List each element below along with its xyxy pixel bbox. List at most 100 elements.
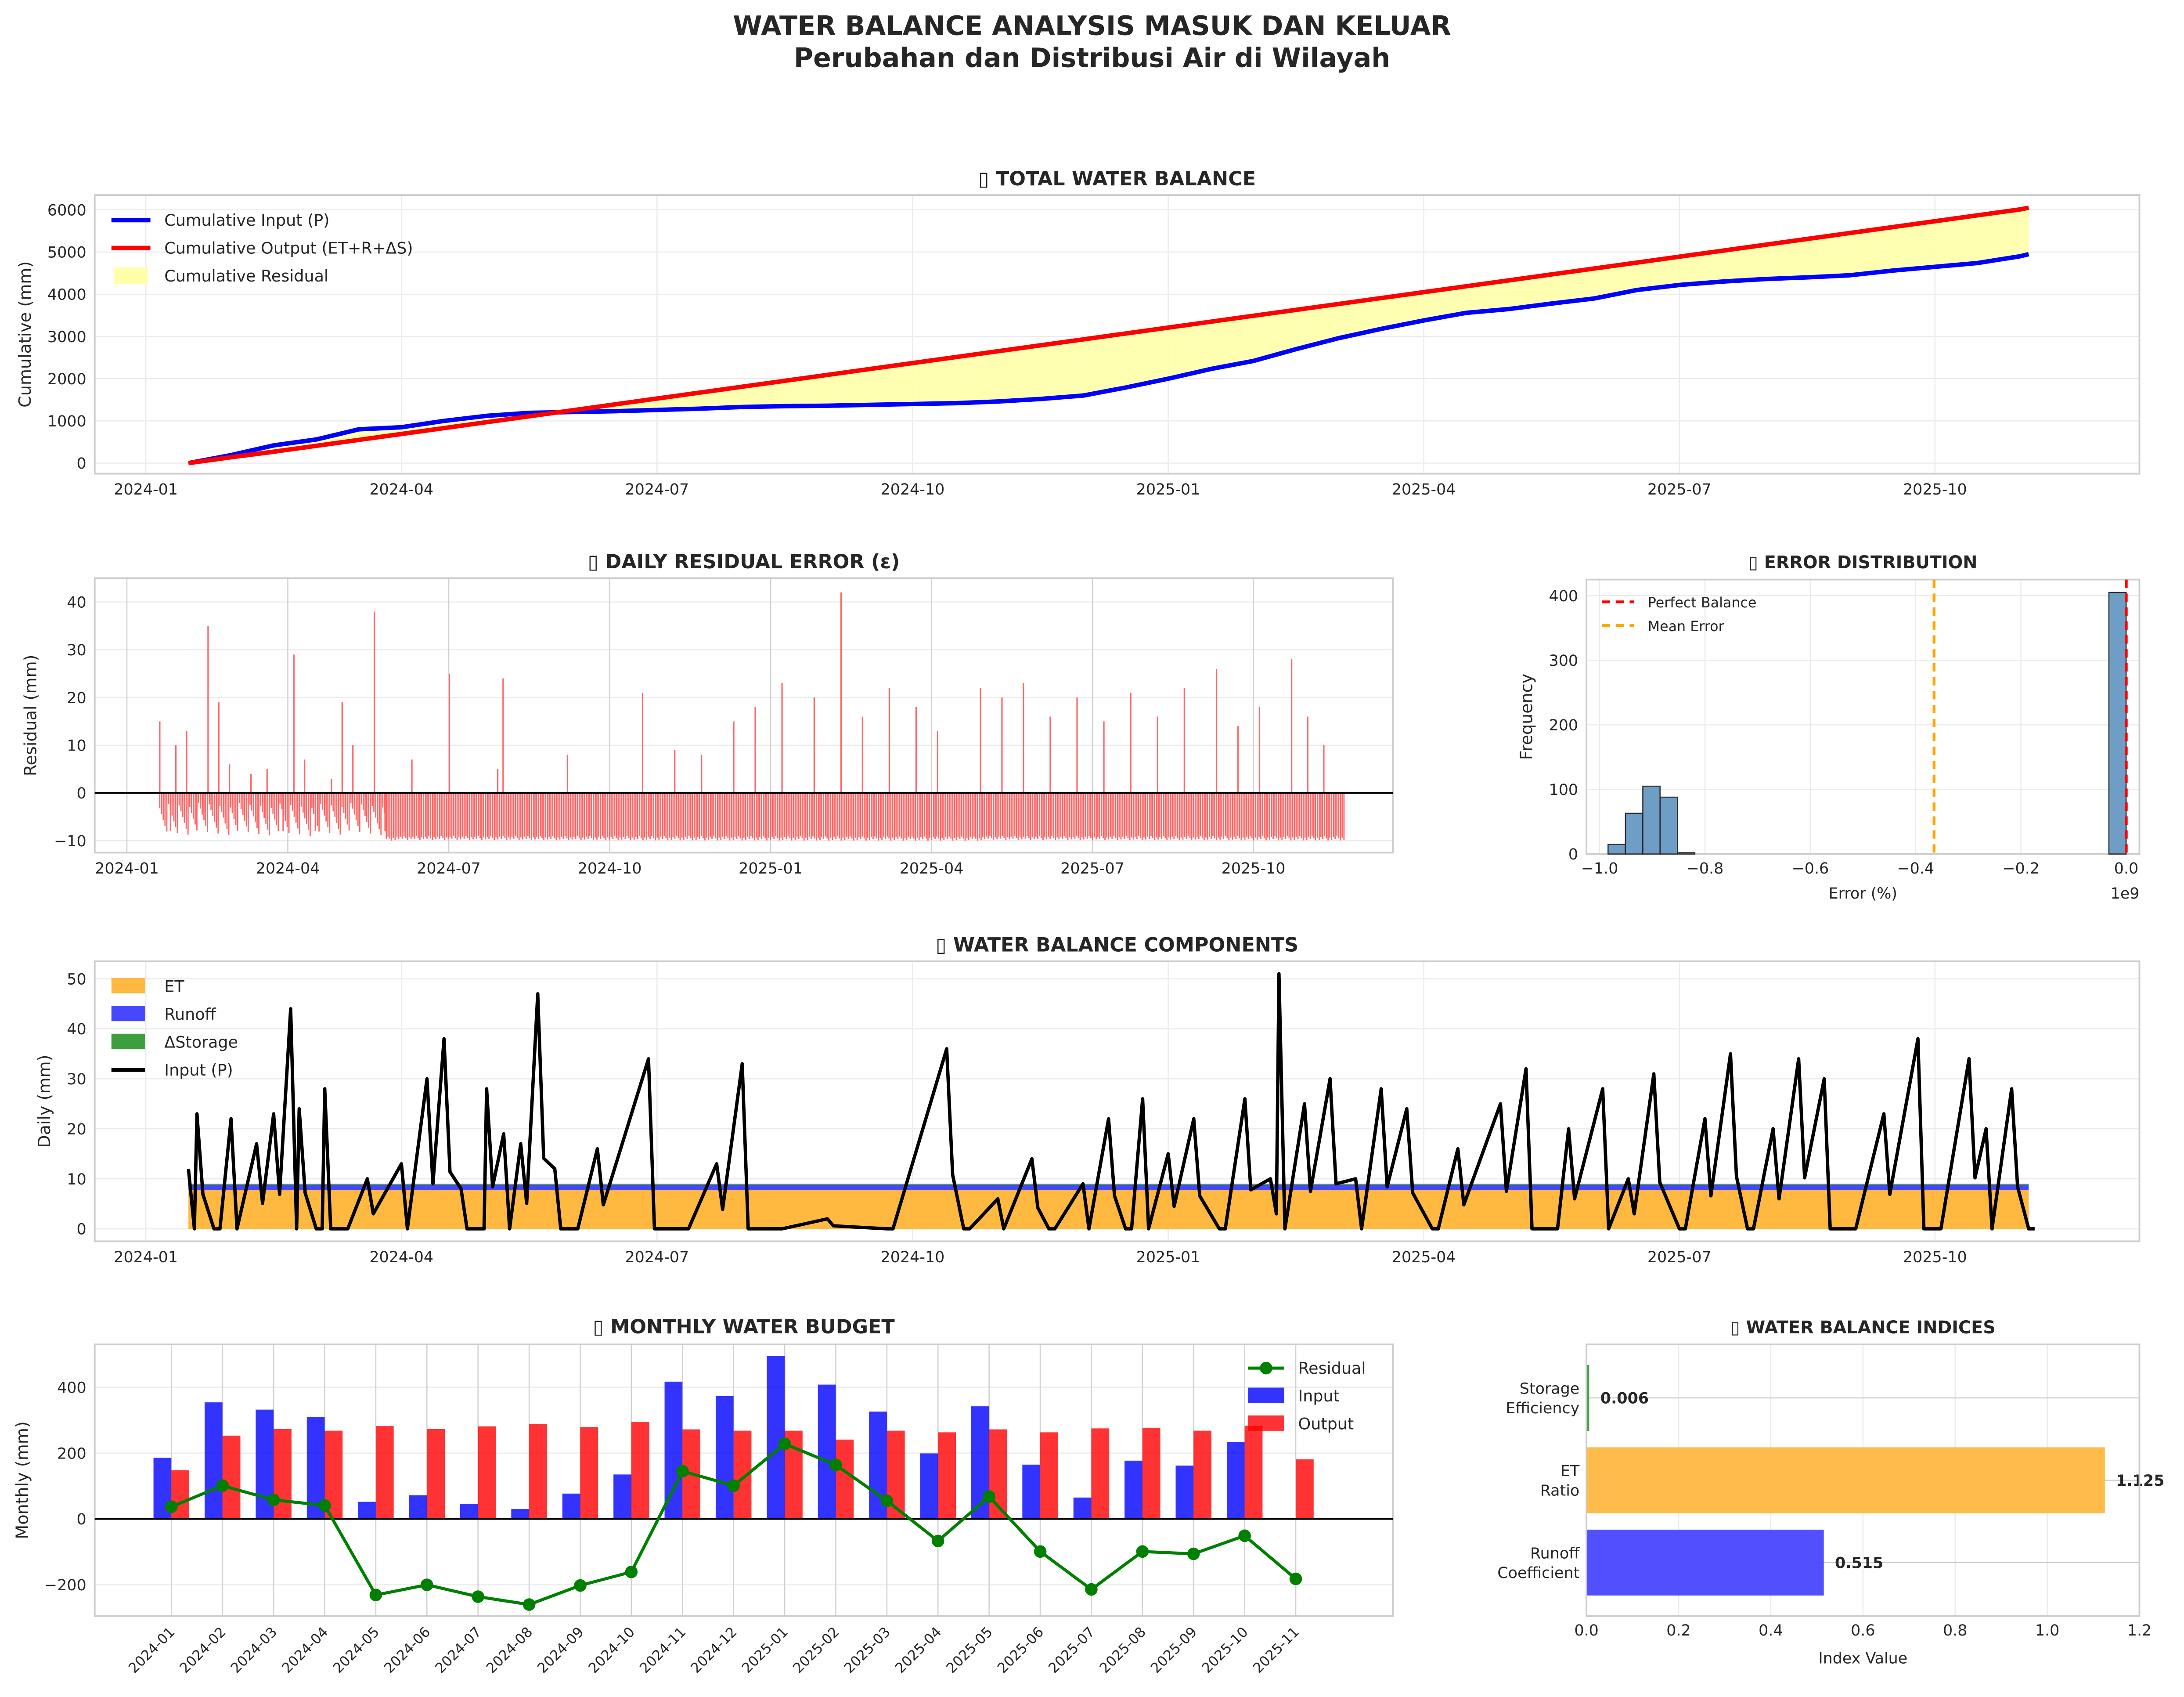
residual-bar xyxy=(607,793,609,838)
residual-bar xyxy=(1218,793,1219,838)
residual-bar xyxy=(297,793,299,829)
input-bar xyxy=(460,1504,478,1519)
input-bar xyxy=(409,1495,427,1519)
y-tick-label: 1000 xyxy=(47,413,86,430)
axes-frame xyxy=(1586,578,2141,855)
residual-bar xyxy=(250,774,252,793)
x-tick-label: 2024-10 xyxy=(578,860,642,877)
residual-marker xyxy=(1085,1583,1098,1596)
residual-bar xyxy=(1274,793,1276,837)
residual-bar xyxy=(998,793,1000,837)
legend-storage-swatch xyxy=(111,1033,145,1049)
residual-bar xyxy=(681,793,683,838)
residual-bar xyxy=(518,793,520,840)
residual-bar xyxy=(1272,793,1274,839)
residual-bar xyxy=(697,793,699,837)
residual-bar xyxy=(449,793,451,837)
residual-bar xyxy=(787,793,789,837)
residual-marker xyxy=(165,1500,178,1513)
residual-bar xyxy=(428,793,429,836)
residual-bar xyxy=(631,793,633,838)
histogram-bar xyxy=(1642,785,1661,855)
legend-et-swatch xyxy=(111,978,145,993)
daily-residual-chart: −10 0 10 20 30 40 2024-01 2024-04 2024-07 2024-10… xyxy=(21,551,1394,877)
residual-bar xyxy=(1323,745,1325,793)
residual-bar xyxy=(350,793,352,803)
output-bar xyxy=(1091,1428,1110,1519)
residual-bar xyxy=(490,793,492,836)
y-tick-label: 4000 xyxy=(47,286,86,304)
residual-bar xyxy=(894,793,895,840)
residual-bar xyxy=(995,793,996,838)
x-tick-label: 2025-07 xyxy=(1060,860,1124,877)
residual-bar xyxy=(906,793,908,840)
residual-bar xyxy=(731,793,732,838)
residual-bar xyxy=(585,793,587,837)
residual-bar xyxy=(980,688,981,793)
residual-bar xyxy=(562,793,564,839)
residual-bar xyxy=(596,793,598,840)
residual-bar xyxy=(1028,793,1030,838)
residual-bar xyxy=(610,793,612,837)
residual-bar xyxy=(660,793,662,837)
residual-bar xyxy=(865,793,867,841)
residual-bar xyxy=(722,793,724,837)
residual-bar xyxy=(408,793,410,838)
residual-bar xyxy=(603,793,605,838)
residual-bar xyxy=(626,793,628,836)
residual-bar xyxy=(209,793,210,805)
residual-bar xyxy=(952,793,954,841)
residual-bar xyxy=(773,793,775,839)
residual-bar xyxy=(203,793,205,820)
legend-label: Input (P) xyxy=(164,1061,233,1080)
residual-bar xyxy=(1009,793,1010,840)
residual-bar xyxy=(1078,793,1079,838)
residual-bar xyxy=(238,793,240,803)
residual-bar xyxy=(674,750,676,793)
x-tick-label: −1.0 xyxy=(1581,860,1618,877)
residual-bar xyxy=(439,793,440,839)
residual-bar xyxy=(908,793,909,838)
residual-bar xyxy=(557,793,559,838)
residual-bar xyxy=(166,793,168,832)
residual-bar xyxy=(286,793,288,827)
x-tick-label: 2025-08 xyxy=(1097,1624,1149,1676)
residual-bar xyxy=(964,793,966,841)
residual-bar xyxy=(973,793,975,837)
residual-bar xyxy=(1297,793,1299,839)
residual-bar xyxy=(168,793,169,804)
residual-bar xyxy=(1092,793,1093,840)
residual-bar xyxy=(1226,793,1228,838)
residual-bar xyxy=(469,793,470,840)
residual-bar xyxy=(487,793,488,837)
residual-bar xyxy=(959,793,961,840)
cumulative-input-line xyxy=(188,252,2029,466)
residual-bar xyxy=(991,793,993,838)
residual-bar xyxy=(1343,793,1345,840)
residual-bar xyxy=(223,793,224,818)
residual-bar xyxy=(819,793,821,840)
residual-bar xyxy=(1186,793,1187,839)
residual-bar xyxy=(745,793,746,840)
residual-bar xyxy=(1267,793,1269,838)
residual-bar xyxy=(359,793,360,832)
residual-bar xyxy=(784,793,786,837)
figure-subtitle: Perubahan dan Distribusi Air di Wilayah xyxy=(793,43,1391,74)
residual-bar xyxy=(1076,697,1078,793)
residual-bar xyxy=(833,793,835,838)
residual-bar xyxy=(743,793,745,838)
output-bar xyxy=(1040,1432,1058,1519)
residual-bar xyxy=(1150,793,1152,836)
residual-marker xyxy=(880,1495,894,1507)
input-bar xyxy=(920,1453,938,1519)
residual-bar xyxy=(720,793,722,840)
residual-bar xyxy=(522,793,523,840)
residual-bar xyxy=(678,793,679,838)
residual-bar xyxy=(432,793,433,840)
residual-bar xyxy=(389,793,391,839)
residual-bar xyxy=(856,793,858,840)
residual-bar xyxy=(1242,793,1244,838)
residual-bar xyxy=(401,793,403,839)
residual-bar xyxy=(971,793,973,840)
